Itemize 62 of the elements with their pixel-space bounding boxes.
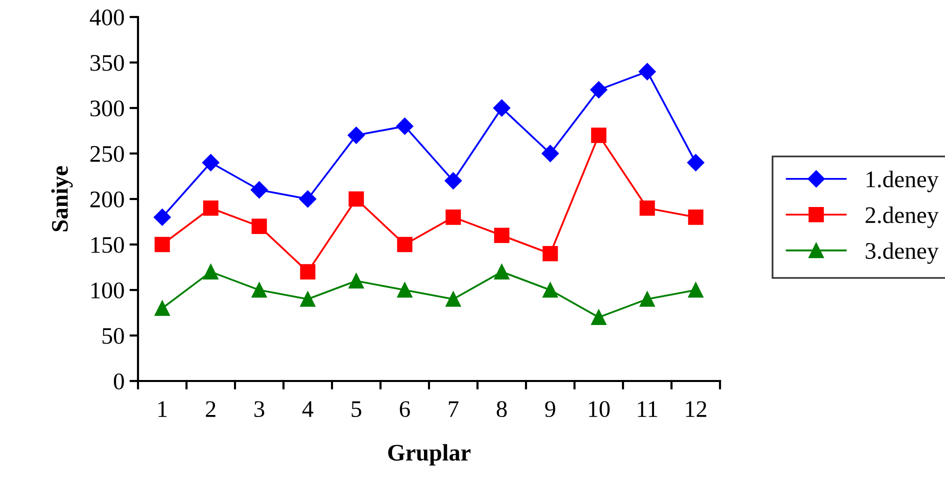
point	[542, 144, 559, 162]
point	[591, 128, 606, 143]
x-tick-label: 3	[254, 401, 264, 418]
point	[396, 118, 414, 135]
point	[154, 236, 170, 252]
point	[252, 282, 267, 298]
point	[542, 282, 558, 298]
x-tick-label: 2	[206, 401, 216, 417]
y-tick-label: 150	[91, 236, 124, 253]
point	[444, 172, 462, 190]
point	[688, 210, 704, 225]
point	[397, 236, 412, 252]
point	[493, 99, 510, 117]
point	[397, 282, 412, 298]
point	[687, 154, 704, 172]
x-tick-label: 1	[158, 401, 167, 417]
x-tick-label: 11	[638, 401, 658, 417]
point	[688, 282, 704, 298]
x-tick-label: 7	[448, 401, 458, 417]
point	[300, 291, 316, 307]
point	[252, 218, 267, 234]
y-tick-label: 0	[114, 373, 124, 390]
point	[348, 191, 364, 207]
x-tick-label: 4	[302, 401, 314, 417]
y-tick-label: 100	[91, 282, 124, 298]
point	[202, 154, 220, 172]
point	[348, 273, 364, 289]
legend-label: 1.deney	[866, 170, 939, 192]
point	[638, 63, 656, 80]
x-tick-label: 6	[400, 401, 410, 418]
y-tick-label: 200	[90, 191, 124, 208]
point	[640, 200, 655, 216]
point	[203, 200, 218, 216]
y-axis-title: Saniye	[51, 166, 73, 232]
point	[154, 208, 171, 226]
x-tick-label: 12	[686, 401, 706, 417]
x-tick-label: 10	[589, 401, 610, 418]
point	[348, 126, 365, 144]
y-tick-label: 250	[90, 146, 124, 162]
x-tick-label: 9	[545, 401, 556, 418]
point	[494, 228, 510, 244]
x-axis-title: Gruplar	[388, 444, 470, 466]
point	[154, 300, 170, 316]
y-tick-label: 400	[90, 9, 124, 26]
point	[591, 310, 606, 325]
x-tick-label: 8	[496, 401, 507, 418]
point	[250, 181, 268, 198]
point	[300, 264, 316, 280]
point	[446, 210, 461, 225]
y-tick-label: 50	[102, 328, 124, 344]
point	[203, 264, 218, 280]
point	[299, 190, 316, 208]
point	[446, 291, 461, 307]
point	[640, 291, 655, 307]
x-tick-label: 5	[352, 401, 362, 418]
point	[494, 264, 510, 280]
legend-label: 2.deney	[866, 206, 939, 228]
y-tick-label: 350	[90, 54, 124, 71]
point	[590, 81, 608, 98]
legend-label: 3.deney	[866, 242, 939, 264]
point	[542, 246, 558, 262]
y-tick-label: 300	[90, 100, 124, 116]
